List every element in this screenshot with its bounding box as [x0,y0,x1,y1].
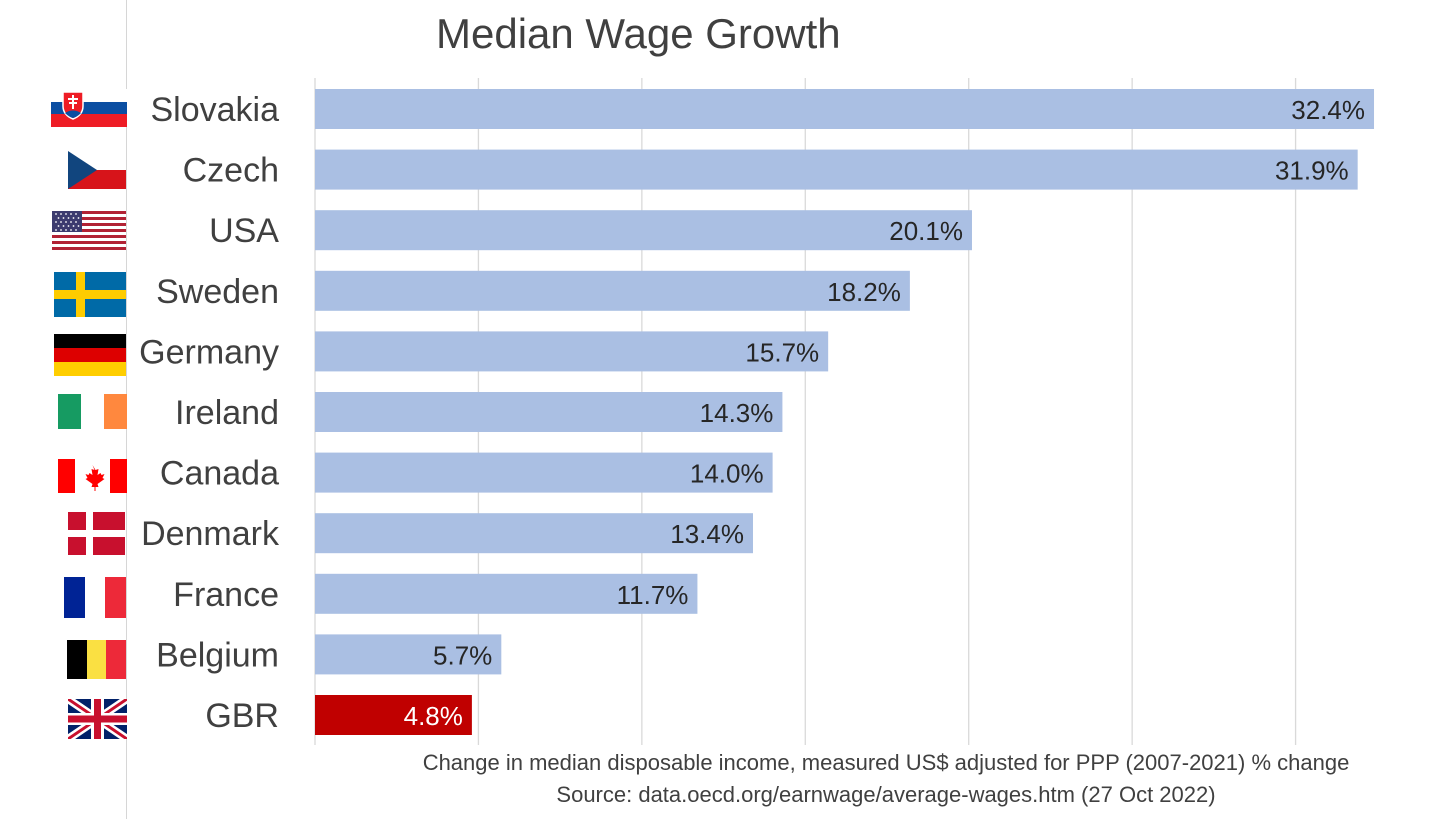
data-label: 14.0% [690,459,764,489]
canada-flag-icon [58,459,127,493]
data-label: 11.7% [617,580,689,610]
france-flag-icon [64,577,126,618]
belgium-flag-icon [67,640,126,679]
bar-gbr [315,695,472,735]
denmark-flag-icon [68,512,125,555]
germany-flag-icon [54,334,126,376]
bar-czech [315,149,1358,190]
bar-canada [315,452,773,493]
czech-flag-icon [68,151,126,189]
category-label: USA [209,212,279,250]
category-label: Slovakia [150,91,279,129]
bar-slovakia [315,89,1375,129]
data-label: 5.7% [433,640,492,670]
bar-ireland [315,392,783,432]
bar-germany [315,331,829,372]
usa-flag-icon [52,211,126,250]
category-label: Ireland [175,394,279,432]
bar-denmark [315,513,753,554]
category-label: Czech [183,152,279,190]
category-label: Germany [139,333,279,371]
bar-belgium [315,634,502,675]
ireland-flag-icon [58,394,127,429]
bar-france [315,573,698,614]
category-label: Denmark [141,515,280,553]
category-label: GBR [205,697,279,735]
category-label: Sweden [156,273,279,311]
caption-source: Source: data.oecd.org/earnwage/average-w… [556,782,1216,807]
data-label: 31.9% [1275,156,1349,186]
data-label: 13.4% [670,519,744,549]
category-label: Belgium [156,636,279,674]
category-label: Canada [160,455,279,493]
uk-flag-icon [68,699,127,739]
data-label: 18.2% [827,277,901,307]
bar-usa [315,210,972,251]
bar-sweden [315,270,910,311]
caption-description: Change in median disposable income, meas… [422,750,1350,775]
chart-title: Median Wage Growth [436,10,841,57]
slovakia-flag-icon [51,89,127,127]
data-label: 20.1% [889,216,963,246]
sweden-flag-icon [54,272,126,317]
data-label: 32.4% [1291,95,1365,125]
data-label: 14.3% [700,398,774,428]
category-label: France [173,576,279,614]
data-label: 15.7% [745,337,819,367]
data-label: 4.8% [404,701,463,731]
